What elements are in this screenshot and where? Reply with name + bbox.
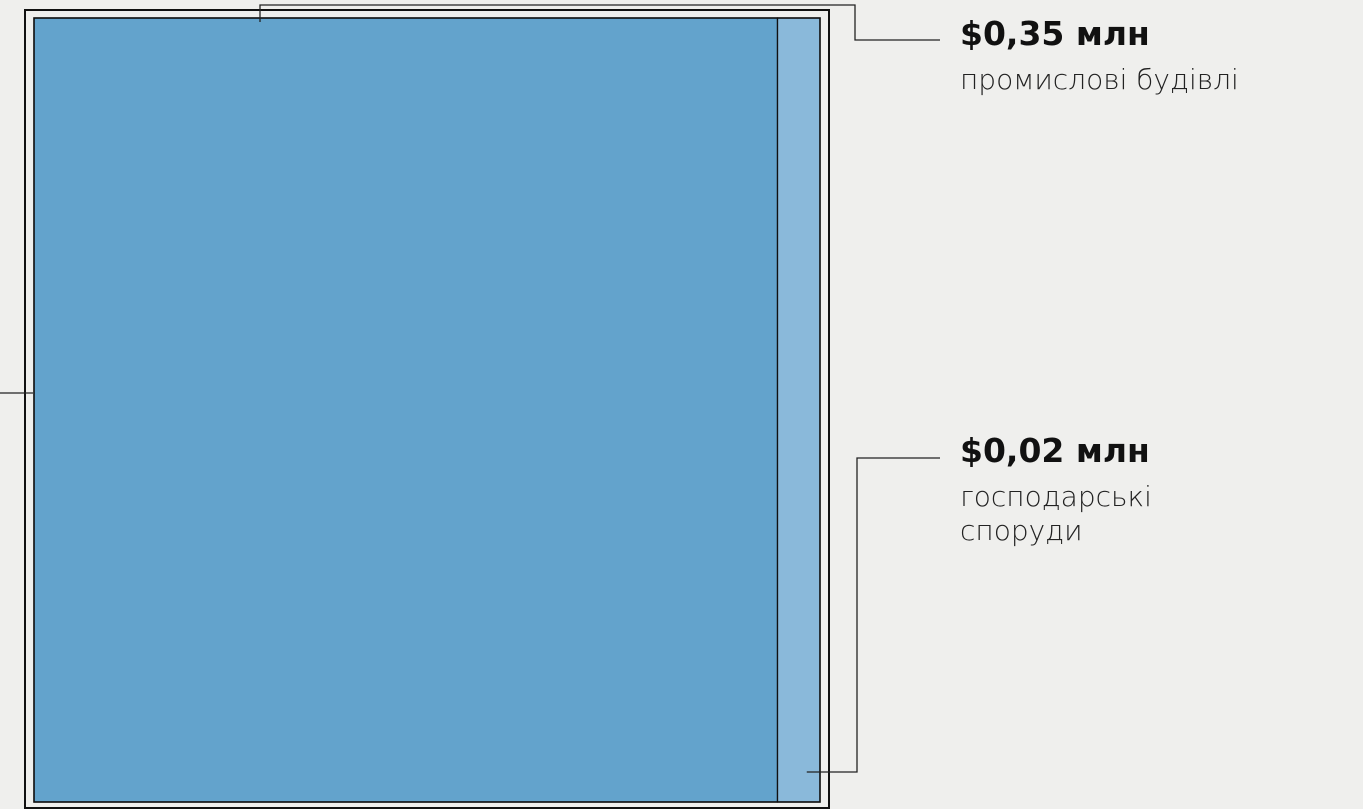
category-label: господарські <box>960 480 1152 513</box>
leader-line <box>806 457 940 773</box>
outer-frame <box>24 9 830 809</box>
category-label: промислові будівлі <box>960 63 1239 96</box>
treemap-cell <box>776 17 821 803</box>
value-label: $0,35 млн <box>960 14 1150 53</box>
inner-frame <box>33 17 821 803</box>
category-label: споруди <box>960 514 1083 547</box>
leader-line <box>259 4 940 41</box>
treemap-cell <box>33 17 779 803</box>
value-label: $0,02 млн <box>960 431 1150 470</box>
